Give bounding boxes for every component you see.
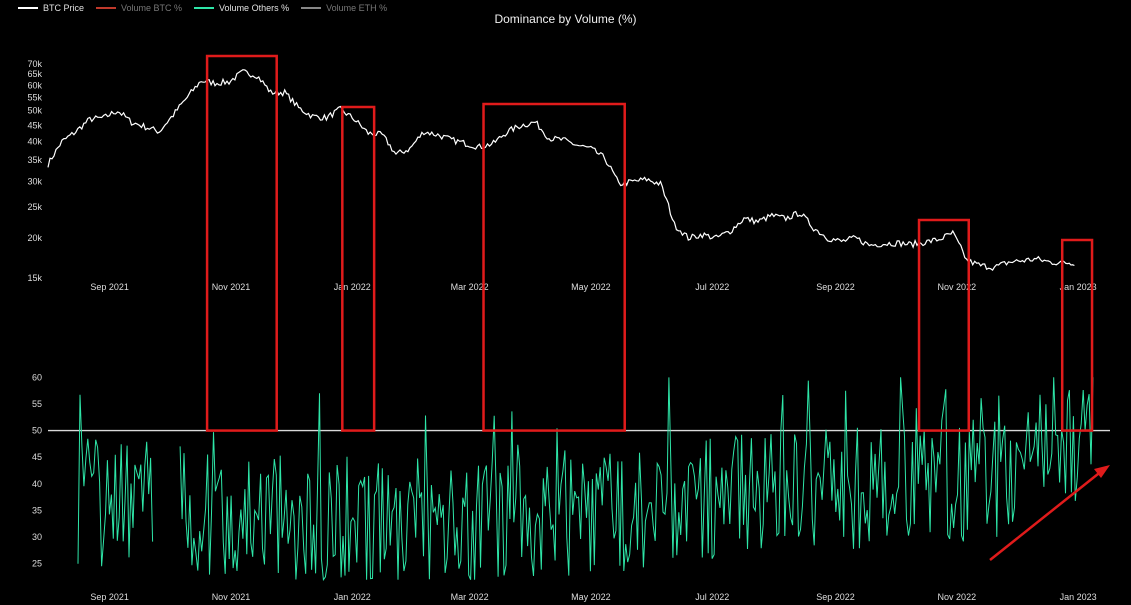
y-tick-label-dominance: 50 [32, 426, 42, 436]
btc-price-line [47, 69, 1075, 271]
y-tick-label-price: 60k [27, 80, 42, 90]
y-tick-label-price: 55k [27, 92, 42, 102]
trend-arrow-head [1094, 465, 1110, 478]
y-tick-label-dominance: 45 [32, 452, 42, 462]
x-tick-label-bottom: Nov 2022 [938, 592, 977, 602]
y-tick-label-price: 45k [27, 120, 42, 130]
x-tick-label-bottom: Jul 2022 [695, 592, 729, 602]
y-tick-label-dominance: 35 [32, 505, 42, 515]
y-tick-label-dominance: 30 [32, 532, 42, 542]
highlight-box [341, 105, 376, 432]
highlight-box [917, 218, 970, 432]
legend-swatch-volume-eth [301, 7, 322, 9]
y-tick-label-price: 15k [27, 273, 42, 283]
legend-item-volume-others[interactable]: Volume Others % [194, 3, 289, 13]
legend-swatch-volume-others [194, 7, 215, 9]
legend-item-volume-eth[interactable]: Volume ETH % [301, 3, 387, 13]
x-tick-label-bottom: Jan 2023 [1060, 592, 1097, 602]
y-tick-label-dominance: 40 [32, 479, 42, 489]
highlight-box [1060, 238, 1094, 432]
x-tick-label-top: May 2022 [571, 282, 611, 292]
y-tick-label-price: 25k [27, 202, 42, 212]
y-tick-label-dominance: 25 [32, 559, 42, 569]
x-tick-label-bottom: May 2022 [571, 592, 611, 602]
x-tick-label-top: Jan 2023 [1060, 282, 1097, 292]
x-tick-label-bottom: Mar 2022 [451, 592, 489, 602]
x-tick-label-bottom: Nov 2021 [212, 592, 251, 602]
x-tick-label-top: Sep 2022 [816, 282, 855, 292]
x-tick-label-top: Nov 2022 [938, 282, 977, 292]
legend-item-btc-price[interactable]: BTC Price [18, 3, 84, 13]
y-tick-label-price: 40k [27, 137, 42, 147]
x-tick-label-top: Mar 2022 [451, 282, 489, 292]
legend-label-volume-btc: Volume BTC % [121, 3, 183, 13]
legend-item-volume-btc[interactable]: Volume BTC % [96, 3, 182, 13]
y-tick-label-dominance: 55 [32, 399, 42, 409]
y-tick-label-price: 30k [27, 177, 42, 187]
y-tick-label-price: 65k [27, 69, 42, 79]
x-tick-label-top: Jan 2022 [334, 282, 371, 292]
highlight-box [205, 54, 278, 432]
x-tick-label-bottom: Jan 2022 [334, 592, 371, 602]
trend-arrow-shaft [989, 469, 1104, 561]
legend-label-volume-eth: Volume ETH % [326, 3, 388, 13]
highlight-box [482, 102, 626, 432]
chart-title: Dominance by Volume (%) [494, 12, 637, 26]
y-tick-label-price: 70k [27, 59, 42, 69]
volume-others-line [77, 394, 154, 567]
legend-label-volume-others: Volume Others % [219, 3, 290, 13]
y-tick-label-price: 20k [27, 233, 42, 243]
y-tick-label-price: 35k [27, 155, 42, 165]
y-tick-label-dominance: 60 [32, 372, 42, 382]
x-tick-label-bottom: Sep 2022 [816, 592, 855, 602]
y-tick-label-price: 50k [27, 106, 42, 116]
legend-swatch-btc-price [18, 7, 38, 9]
legend-swatch-volume-btc [96, 7, 117, 9]
x-tick-label-top: Nov 2021 [212, 282, 251, 292]
legend-label-btc-price: BTC Price [43, 3, 85, 13]
x-tick-label-top: Sep 2021 [90, 282, 129, 292]
x-tick-label-bottom: Sep 2021 [90, 592, 129, 602]
legend: BTC Price Volume BTC % Volume Others % V… [18, 3, 387, 13]
volume-others-line [179, 377, 1094, 582]
x-tick-label-top: Jul 2022 [695, 282, 729, 292]
